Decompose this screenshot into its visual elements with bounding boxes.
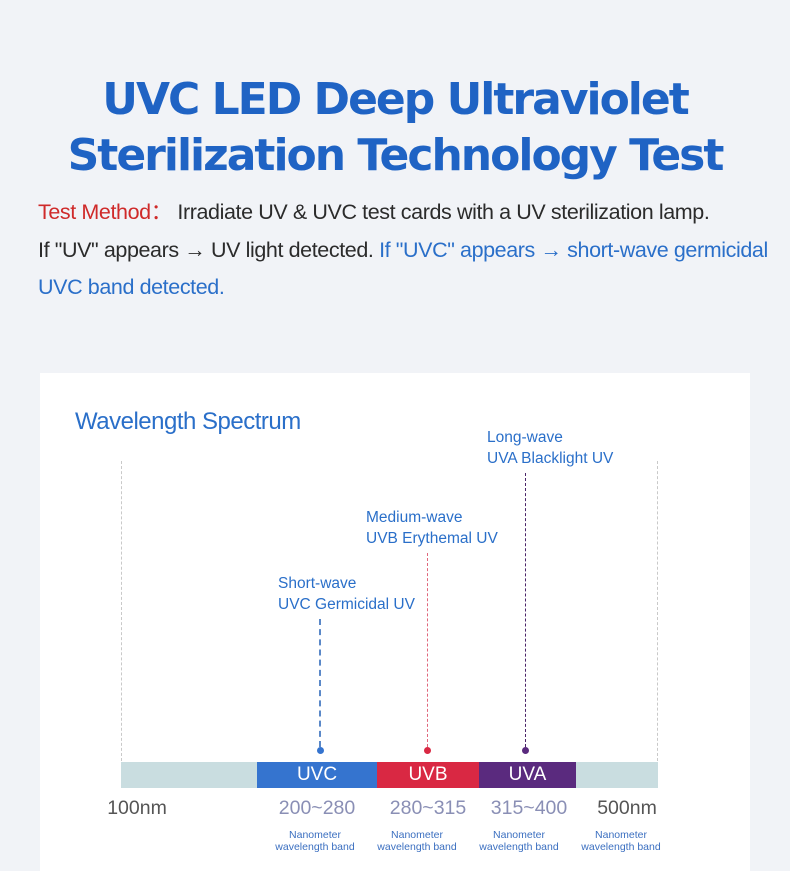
uva-band-note: Nanometer wavelength band — [469, 829, 569, 853]
note-line-2: wavelength band — [377, 840, 457, 853]
page-title: UVC LED Deep Ultraviolet Sterilization T… — [0, 72, 790, 184]
title-line-2: Sterilization Technology Test — [67, 130, 725, 181]
uvc-band: UVC — [257, 762, 377, 788]
left-edge-line — [121, 461, 122, 761]
note-line-2: wavelength band — [479, 840, 559, 853]
uvb-label: Medium-wave UVB Erythemal UV — [366, 507, 498, 549]
note-line-1: Nanometer — [595, 829, 647, 841]
panel-title: Wavelength Spectrum — [75, 408, 301, 435]
range-end: 500nm — [597, 797, 657, 819]
uvb-label-line-2: UVB Erythemal UV — [366, 530, 498, 547]
note-line-1: Nanometer — [391, 829, 443, 841]
test-method-label: Test Method： — [38, 200, 172, 224]
range-start: 100nm — [107, 797, 167, 819]
uvc-label-line-2: UVC Germicidal UV — [278, 596, 415, 613]
uvc-label: Short-wave UVC Germicidal UV — [278, 573, 415, 615]
uvb-band: UVB — [377, 762, 479, 788]
uva-marker-line — [525, 473, 526, 747]
note-line-1: Nanometer — [289, 829, 341, 841]
uvc-marker-line — [319, 619, 321, 747]
end-band-note: Nanometer wavelength band — [571, 829, 671, 853]
uvc-label-line-1: Short-wave — [278, 575, 357, 592]
uvc-marker-dot — [317, 747, 324, 754]
test-method-text: Irradiate UV & UVC test cards with a UV … — [171, 200, 710, 224]
range-uvc: 200~280 — [278, 797, 356, 819]
uvb-label-line-1: Medium-wave — [366, 509, 463, 526]
note-line-1: Nanometer — [493, 829, 545, 841]
right-edge-line — [657, 461, 658, 761]
uv-result-text: If "UV" appears → UV light detected. — [38, 237, 380, 262]
uvc-result-text: If "UVC" appears → short-wave germicidal… — [38, 237, 768, 300]
test-method-description: Test Method： Irradiate UV & UVC test car… — [38, 194, 768, 307]
note-line-2: wavelength band — [275, 840, 355, 853]
uvc-band-note: Nanometer wavelength band — [265, 829, 365, 853]
range-uvb: 280~315 — [389, 797, 467, 819]
uvb-band-note: Nanometer wavelength band — [367, 829, 467, 853]
uva-label-line-1: Long-wave — [487, 429, 563, 446]
uva-band: UVA — [479, 762, 576, 788]
uva-marker-dot — [522, 747, 529, 754]
uvb-marker-dot — [424, 747, 431, 754]
range-uva: 315~400 — [490, 797, 568, 819]
uva-label: Long-wave UVA Blacklight UV — [487, 427, 613, 469]
uva-label-line-2: UVA Blacklight UV — [487, 450, 614, 467]
title-line-1: UVC LED Deep Ultraviolet — [102, 74, 690, 125]
uvb-marker-line — [427, 553, 428, 747]
wavelength-spectrum-panel: Wavelength Spectrum Short-wave UVC Germi… — [40, 373, 750, 871]
note-line-2: wavelength band — [581, 840, 661, 853]
